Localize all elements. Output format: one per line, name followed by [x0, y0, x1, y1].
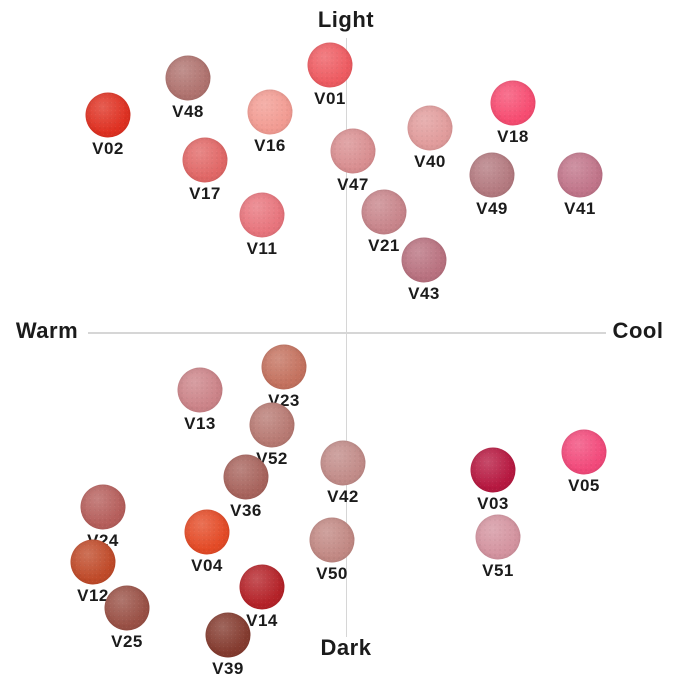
shade-label: V47: [337, 175, 369, 194]
shade-dot: [85, 92, 131, 138]
shade-label: V36: [230, 501, 262, 520]
shade-label: V05: [568, 476, 600, 495]
shade-dot: [475, 514, 521, 560]
shade-dot: [309, 517, 355, 563]
shade-dot: [177, 367, 223, 413]
shade-label: V40: [414, 152, 446, 171]
shade-dot: [239, 192, 285, 238]
shade-dot: [165, 55, 211, 101]
shade-label: V42: [327, 487, 359, 506]
horizontal-axis-line: [88, 332, 606, 334]
shade-dot: [182, 137, 228, 183]
shade-dot: [184, 509, 230, 555]
shade-label: V43: [408, 284, 440, 303]
shade-dot: [307, 42, 353, 88]
shade-label: V13: [184, 414, 216, 433]
shade-label: V39: [212, 659, 244, 678]
shade-dot: [247, 89, 293, 135]
vertical-axis-line: [346, 38, 347, 637]
shade-dot: [320, 440, 366, 486]
shade-label: V16: [254, 136, 286, 155]
shade-label: V50: [316, 564, 348, 583]
shade-label: V25: [111, 632, 143, 651]
shade-dot: [80, 484, 126, 530]
shade-label: V17: [189, 184, 221, 203]
shade-dot: [330, 128, 376, 174]
axis-label-warm: Warm: [15, 318, 79, 343]
shade-dot: [361, 189, 407, 235]
shade-dot: [205, 612, 251, 658]
shade-label: V12: [77, 586, 109, 605]
shade-dot: [104, 585, 150, 631]
shade-label: V49: [476, 199, 508, 218]
shade-dot: [261, 344, 307, 390]
shade-label: V14: [246, 611, 278, 630]
shade-label: V02: [92, 139, 124, 158]
axis-label-light: Light: [317, 7, 375, 32]
shade-dot: [470, 447, 516, 493]
shade-label: V41: [564, 199, 596, 218]
shade-dot: [561, 429, 607, 475]
shade-label: V11: [246, 239, 278, 258]
shade-label: V03: [477, 494, 509, 513]
shade-dot: [490, 80, 536, 126]
shade-label: V51: [482, 561, 514, 580]
shade-dot: [249, 402, 295, 448]
shade-dot: [70, 539, 116, 585]
shade-label: V21: [368, 236, 400, 255]
shade-label: V48: [172, 102, 204, 121]
axis-label-dark: Dark: [320, 635, 372, 660]
shade-label: V01: [314, 89, 346, 108]
shade-label: V18: [497, 127, 529, 146]
axis-label-cool: Cool: [612, 318, 664, 343]
shade-dot: [469, 152, 515, 198]
shade-dot: [407, 105, 453, 151]
shade-dot: [557, 152, 603, 198]
shade-label: V04: [191, 556, 223, 575]
shade-dot: [239, 564, 285, 610]
shade-dot: [223, 454, 269, 500]
shade-dot: [401, 237, 447, 283]
